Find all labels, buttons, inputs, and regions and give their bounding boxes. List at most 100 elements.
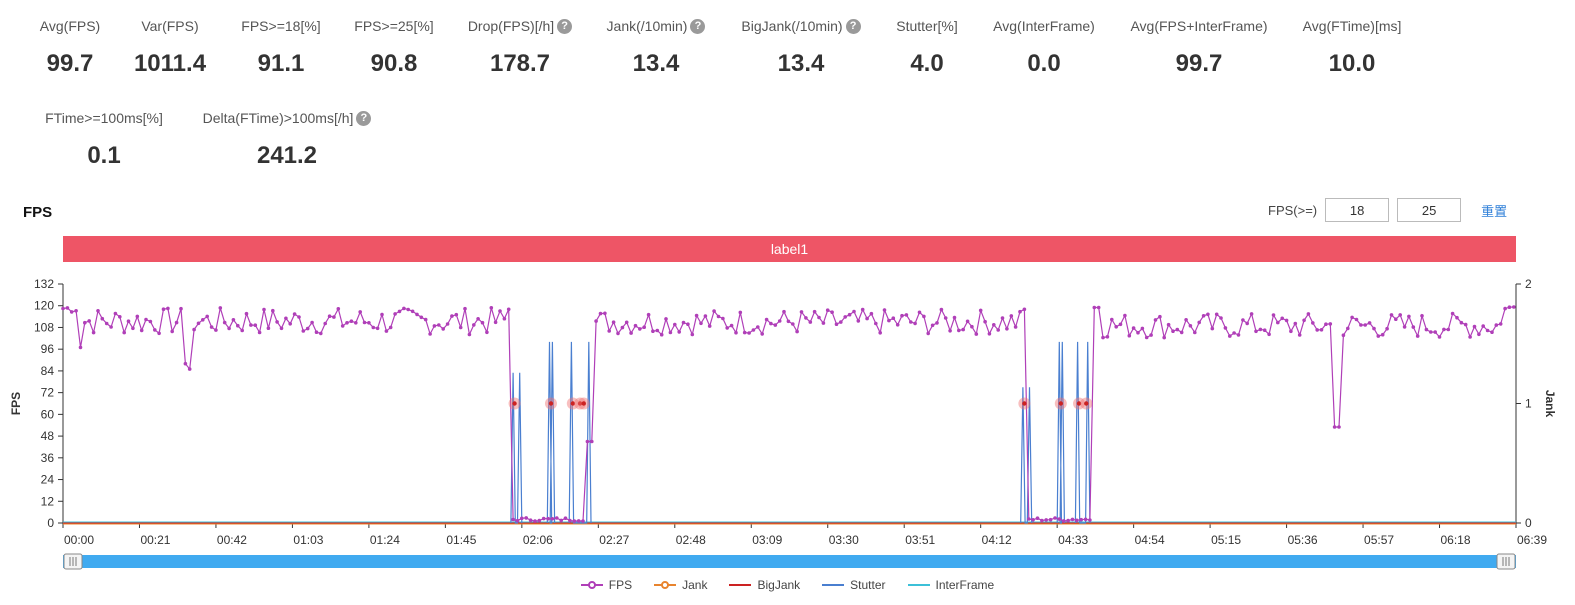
metric-value: 10.0 [1328,50,1376,77]
y-tick-label: 120 [34,299,54,313]
fps-point [756,325,760,329]
fps-point [607,329,611,333]
y-tick-label: 108 [34,320,54,334]
x-tick-label: 01:03 [293,533,323,547]
fps-point [1136,330,1140,335]
x-tick-label: 01:45 [446,533,476,547]
legend-item[interactable]: Stutter [822,578,886,592]
fps-point [485,330,489,335]
help-icon[interactable]: ? [845,18,861,34]
legend-item[interactable]: Jank [654,578,707,592]
fps-point [1341,333,1346,337]
fps-point [1297,333,1302,337]
fps-point [1000,316,1005,320]
fps-point [882,308,887,312]
fps-point [1394,317,1398,321]
fps-point [721,316,725,321]
fps-point [638,327,642,331]
fps-point [974,332,979,336]
fps-point [1328,322,1333,326]
fps-point [791,322,795,326]
fps-point [1166,322,1171,327]
legend-item[interactable]: InterFrame [907,578,994,592]
fps-point [397,309,402,314]
legend-item[interactable]: BigJank [729,578,800,592]
fps-point [1442,327,1446,332]
fps-point [218,306,223,310]
y-tick-label: 132 [34,277,54,291]
fps-point [1236,333,1241,337]
fps-point [847,312,852,317]
fps-point [1429,330,1433,334]
legend-label: Jank [682,578,708,592]
fps-point [292,312,297,316]
fps-point [1127,333,1132,338]
fps-point [1354,317,1359,322]
fps-point [1411,325,1416,329]
metric-label-text: Jank(/10min) [606,18,688,34]
fps-point [1005,327,1009,331]
fps-point [541,516,546,521]
fps-point [576,519,581,523]
fps-point [214,328,218,332]
legend-swatch-icon [654,580,677,590]
y-tick-label: 48 [41,429,55,443]
fps-point [1223,326,1228,330]
fps-point [113,311,118,316]
stutter-series-line [1056,341,1065,524]
fps-point [1241,318,1245,322]
fps-point [642,325,646,329]
help-icon[interactable]: ? [557,18,573,34]
threshold-input-2[interactable] [1397,198,1462,222]
fps-point [279,326,284,331]
fps-point [834,322,839,326]
fps-point [1490,330,1494,334]
fps-point [476,317,480,321]
fps-point [1376,334,1381,338]
fps-point [686,322,690,326]
fps-point [253,323,258,327]
fps-point [410,309,415,314]
fps-point [467,332,472,337]
fps-point [694,313,699,318]
y2-tick-label: 2 [1525,277,1532,291]
fps-point [157,331,161,336]
fps-point [493,320,498,325]
fps-point [1455,315,1459,320]
fps-point [362,320,367,325]
fps-point [1140,326,1145,331]
fps-point [1254,329,1258,334]
fps-point [1276,320,1280,325]
fps-point [196,321,201,326]
stutter-series-line [546,341,556,524]
legend-swatch-icon [822,580,845,590]
fps-point [1013,325,1018,329]
fps-point [472,323,476,327]
fps-point [1503,306,1507,311]
fps-point [161,307,166,311]
threshold-input-1[interactable] [1325,198,1390,222]
legend-item[interactable]: FPS [580,578,632,592]
fps-point [310,320,314,325]
fps-point [1359,323,1363,327]
fps-point [367,321,371,325]
x-tick-label: 00:21 [140,533,170,547]
fps-point [1188,324,1193,328]
fps-point [1162,335,1166,340]
fps-point [817,315,821,320]
fps-point [109,325,113,329]
fps-point [646,312,651,317]
fps-point [144,317,148,322]
help-icon[interactable]: ? [690,18,706,34]
metric-label-text: FPS>=25[%] [354,18,434,34]
fps-point [1494,323,1499,327]
help-icon[interactable]: ? [356,110,372,126]
jank-point [1022,401,1027,406]
reset-link[interactable]: 重置 [1481,203,1508,219]
fps-point [1271,313,1276,317]
fps-point [1450,311,1455,316]
fps-point [1372,326,1376,331]
x-tick-label: 03:30 [829,533,859,547]
metric-card: BigJank(/10min)? 13.4 [706,18,896,78]
legend-swatch-icon [580,580,603,590]
